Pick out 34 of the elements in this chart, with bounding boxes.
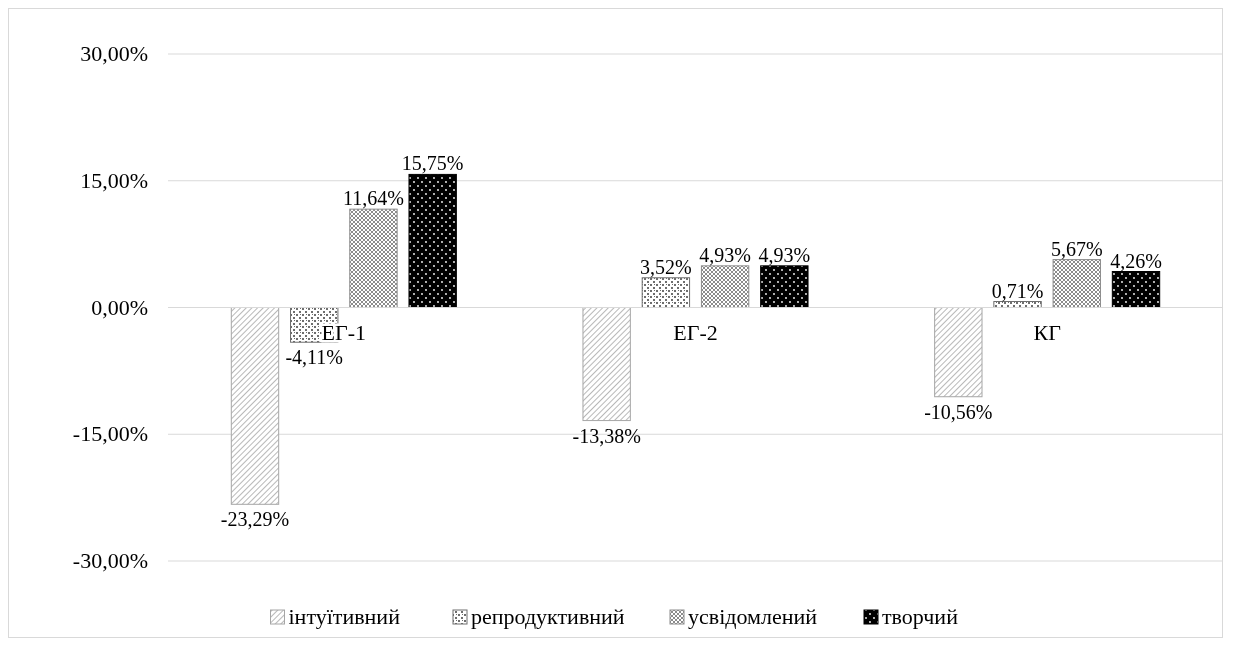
- data-label: -23,29%: [220, 508, 290, 531]
- data-label: 4,93%: [699, 243, 751, 266]
- bar: [641, 277, 691, 308]
- data-label: -4,11%: [285, 346, 344, 369]
- legend-label: усвідомлений: [688, 604, 818, 629]
- y-tick-label: -15,00%: [72, 421, 148, 447]
- y-tick-label: 0,00%: [91, 294, 148, 320]
- bar: [760, 265, 809, 308]
- bar: [1052, 259, 1101, 308]
- bar: [582, 307, 631, 422]
- data-label: -13,38%: [572, 424, 641, 447]
- legend-label: творчий: [882, 604, 959, 629]
- data-label: 4,26%: [1110, 249, 1162, 272]
- x-tick-label: ЕГ-1: [321, 319, 367, 345]
- legend-label: репродуктивний: [471, 604, 625, 629]
- x-tick-label: КГ: [1033, 319, 1062, 345]
- bar: [349, 208, 398, 308]
- bar: [1111, 271, 1161, 308]
- data-label: -10,56%: [924, 400, 993, 423]
- data-label: 4,93%: [758, 243, 811, 266]
- data-label: 3,52%: [640, 255, 692, 278]
- bar: [700, 265, 750, 308]
- x-tick-label: ЕГ-2: [673, 319, 718, 345]
- bar: [408, 173, 457, 308]
- bar: [934, 307, 983, 398]
- data-label: 11,64%: [342, 187, 404, 210]
- y-tick-label: 15,00%: [80, 167, 148, 193]
- y-tick-label: -30,00%: [72, 548, 148, 573]
- y-tick-label: 30,00%: [80, 41, 148, 66]
- legend-label: інтуїтивний: [288, 604, 401, 629]
- bar: [230, 307, 280, 505]
- data-label: 15,75%: [401, 152, 464, 175]
- data-label: 0,71%: [991, 279, 1044, 302]
- data-label: 5,67%: [1050, 237, 1103, 260]
